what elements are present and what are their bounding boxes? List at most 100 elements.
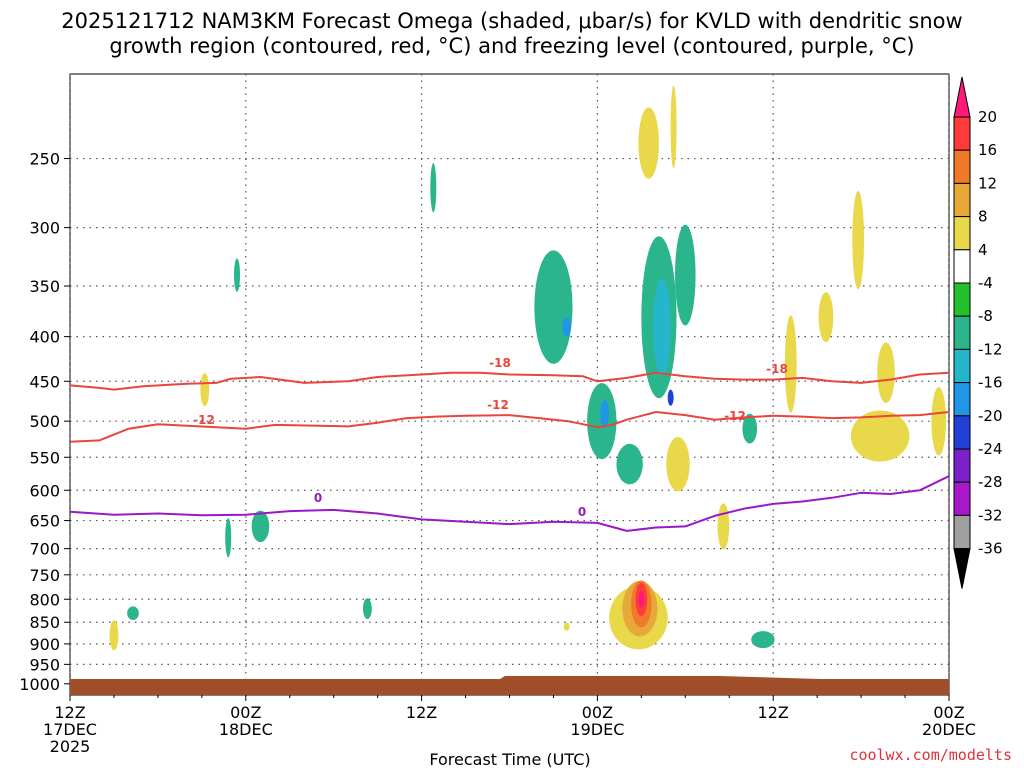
contour-label-minus12-b: -12	[487, 398, 509, 412]
x-tick-label-0-1: 17DEC	[43, 720, 97, 739]
colorbar-label-5: -4	[978, 274, 993, 292]
colorbar-segment-4	[953, 249, 971, 284]
y-tick-label-600: 600	[29, 481, 60, 500]
y-tick-label-450: 450	[29, 372, 60, 391]
omega-blob-29	[850, 410, 910, 462]
omega-blob-9	[742, 413, 758, 444]
y-tick-label-700: 700	[29, 540, 60, 559]
contour-minus18C	[70, 371, 949, 391]
omega-blob-22	[638, 107, 659, 179]
omega-blob-13	[225, 518, 232, 558]
y-tick-label-1000: 1000	[19, 675, 60, 694]
colorbar-label-2: 12	[978, 174, 997, 192]
omega-blob-25	[717, 503, 730, 550]
colorbar-label-12: -32	[978, 506, 1003, 524]
omega-blob-16	[430, 163, 437, 213]
colorbar-bottom-arrow	[953, 548, 971, 589]
colorbar-label-8: -16	[978, 374, 1003, 392]
omega-blob-0	[534, 250, 573, 364]
omega-blob-15	[234, 258, 241, 292]
x-tick-label-0-0: 12Z	[54, 703, 85, 722]
colorbar-top-arrow	[953, 76, 971, 118]
colorbar-segment-2	[953, 182, 971, 218]
colorbar-label-3: 8	[978, 208, 988, 226]
contour-label-minus18-a: -18	[489, 356, 511, 370]
omega-blob-24	[666, 437, 690, 492]
omega-blob-33	[200, 373, 210, 407]
terrain-ground-bar	[70, 679, 949, 695]
temperature-contours	[70, 371, 949, 532]
y-tick-label-300: 300	[29, 219, 60, 238]
chart-title-line1: 2025121712 NAM3KM Forecast Omega (shaded…	[61, 9, 962, 33]
omega-blob-28	[852, 190, 865, 290]
x-tick-label-3-0: 00Z	[582, 703, 613, 722]
colorbar-label-6: -8	[978, 307, 993, 325]
contour-labels: -18 -18 -12 -12 -12 0 0	[193, 356, 788, 519]
plot-frame	[69, 73, 950, 696]
omega-blob-27	[818, 292, 834, 343]
colorbar-label-7: -12	[978, 340, 1003, 358]
omega-blob-30	[877, 342, 895, 403]
omega-blob-23	[670, 85, 677, 169]
colorbar-segment-5	[953, 282, 971, 317]
colorbar-segment-1	[953, 149, 971, 184]
x-tick-label-2-0: 12Z	[406, 703, 437, 722]
credit-text: coolwx.com/modelts	[849, 746, 1012, 764]
y-tick-label-650: 650	[29, 512, 60, 531]
omega-blob-14	[363, 598, 372, 620]
contour-label-freezing-a: 0	[314, 491, 322, 505]
y-tick-label-950: 950	[29, 655, 60, 674]
colorbar-label-9: -20	[978, 407, 1003, 425]
omega-blob-6	[653, 278, 671, 376]
x-tick-label-5-1: 20DEC	[922, 720, 976, 739]
x-tick-label-4-0: 12Z	[758, 703, 789, 722]
colorbar-label-1: 16	[978, 141, 997, 159]
omega-blob-12	[127, 606, 139, 621]
omega-colorbar: 20 16 12 8 4 -4 -8 -12 -16 -20 -24 -28 -32 -36	[953, 76, 1003, 589]
y-tick-label-350: 350	[29, 277, 60, 296]
omega-shading	[109, 85, 947, 651]
omega-blob-3	[600, 399, 610, 428]
colorbar-label-0: 20	[978, 108, 997, 126]
x-axis-label: Forecast Time (UTC)	[429, 750, 590, 768]
contour-minus12C	[70, 411, 949, 443]
colorbar-segment-6	[953, 315, 971, 350]
colorbar-segment-8	[953, 382, 971, 417]
pressure-axis: 250 300 350 400 450 500 550 600 650 700 750 800 850 9…	[19, 150, 70, 694]
contour-label-minus12-c: -12	[724, 409, 746, 423]
y-tick-label-750: 750	[29, 566, 60, 585]
omega-blob-1	[562, 317, 572, 337]
x-tick-label-1-1: 18DEC	[219, 720, 273, 739]
x-tick-label-1-0: 00Z	[230, 703, 261, 722]
omega-blob-7	[667, 389, 674, 406]
colorbar-segment-11	[953, 481, 971, 516]
y-tick-label-900: 900	[29, 635, 60, 654]
omega-blob-31	[931, 386, 947, 456]
x-tick-label-0-2: 2025	[50, 737, 91, 756]
omega-blob-21	[638, 590, 645, 608]
colorbar-label-11: -28	[978, 473, 1003, 491]
colorbar-segment-7	[953, 348, 971, 384]
y-tick-label-500: 500	[29, 412, 60, 431]
contour-freezing_0C	[70, 475, 949, 532]
y-tick-label-550: 550	[29, 448, 60, 467]
colorbar-label-13: -36	[978, 540, 1003, 558]
colorbar-segment-12	[953, 514, 971, 550]
plot-area: -18 -18 -12 -12 -12 0 0	[69, 73, 950, 696]
y-tick-label-400: 400	[29, 328, 60, 347]
omega-blob-10	[751, 631, 775, 649]
x-tick-label-5-0: 00Z	[933, 703, 964, 722]
omega-blob-34	[563, 622, 570, 631]
contour-label-minus12-a: -12	[193, 413, 215, 427]
contour-label-freezing-b: 0	[578, 505, 586, 519]
y-tick-label-850: 850	[29, 613, 60, 632]
colorbar-segment-3	[953, 216, 971, 251]
colorbar-segment-10	[953, 448, 971, 483]
y-tick-label-250: 250	[29, 150, 60, 169]
contour-label-minus18-b: -18	[766, 362, 788, 376]
chart-title-line2: growth region (contoured, red, °C) and f…	[109, 34, 914, 58]
omega-blob-8	[675, 224, 696, 326]
x-tick-label-3-1: 19DEC	[570, 720, 624, 739]
